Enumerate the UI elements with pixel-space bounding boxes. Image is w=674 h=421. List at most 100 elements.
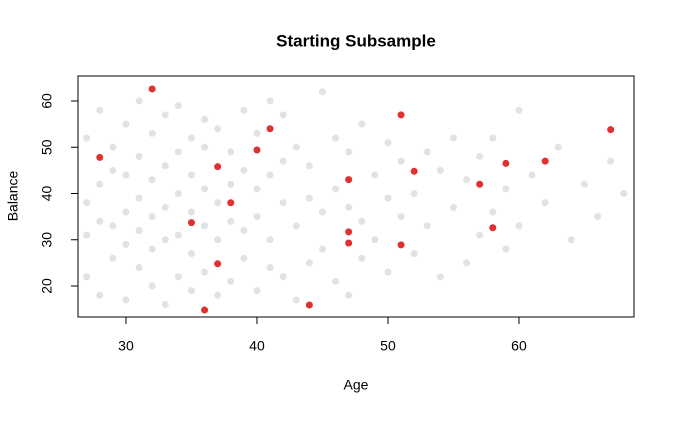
point xyxy=(148,85,156,93)
point xyxy=(240,226,248,234)
point xyxy=(201,306,209,314)
point xyxy=(476,152,484,160)
point xyxy=(214,291,222,299)
point xyxy=(305,194,313,202)
point xyxy=(489,134,497,142)
point xyxy=(227,199,235,207)
point xyxy=(253,185,261,193)
point xyxy=(83,273,91,281)
point xyxy=(489,224,497,232)
point xyxy=(515,222,523,230)
point xyxy=(476,180,484,188)
point xyxy=(187,219,195,227)
point xyxy=(201,268,209,276)
y-tick-label: 60 xyxy=(39,93,55,109)
point xyxy=(122,240,130,248)
point xyxy=(253,213,261,221)
point xyxy=(515,106,523,114)
point xyxy=(449,134,457,142)
point xyxy=(332,277,340,285)
point xyxy=(345,203,353,211)
point xyxy=(253,129,261,137)
point xyxy=(214,199,222,207)
point xyxy=(489,208,497,216)
point xyxy=(410,250,418,258)
point xyxy=(135,226,143,234)
point xyxy=(305,162,313,170)
x-axis-label: Age xyxy=(344,377,369,393)
point xyxy=(410,167,418,175)
y-tick-label: 40 xyxy=(39,185,55,201)
point xyxy=(305,259,313,267)
point xyxy=(423,222,431,230)
point xyxy=(135,264,143,272)
point xyxy=(96,106,104,114)
point xyxy=(436,166,444,174)
point xyxy=(240,166,248,174)
point xyxy=(109,143,117,151)
point xyxy=(187,250,195,258)
point xyxy=(135,152,143,160)
point xyxy=(174,231,182,239)
point xyxy=(476,231,484,239)
point xyxy=(227,180,235,188)
x-tick-label: 30 xyxy=(118,338,134,354)
point xyxy=(187,171,195,179)
point xyxy=(541,199,549,207)
point xyxy=(449,203,457,211)
point xyxy=(214,125,222,133)
point xyxy=(96,291,104,299)
point xyxy=(109,254,117,262)
point xyxy=(502,185,510,193)
point xyxy=(358,254,366,262)
point xyxy=(135,194,143,202)
point xyxy=(122,171,130,179)
point xyxy=(371,236,379,244)
point xyxy=(502,245,510,253)
point xyxy=(318,245,326,253)
point xyxy=(279,111,287,119)
point xyxy=(266,264,274,272)
point xyxy=(397,111,405,119)
point xyxy=(174,102,182,110)
point xyxy=(502,159,510,167)
point xyxy=(292,296,300,304)
point xyxy=(214,163,222,171)
point xyxy=(279,273,287,281)
point xyxy=(187,287,195,295)
point xyxy=(345,291,353,299)
point xyxy=(332,185,340,193)
point xyxy=(528,171,536,179)
point xyxy=(227,148,235,156)
point xyxy=(332,134,340,142)
point xyxy=(227,217,235,225)
point xyxy=(201,143,209,151)
point xyxy=(96,217,104,225)
point xyxy=(279,199,287,207)
point xyxy=(148,176,156,184)
point xyxy=(607,157,615,165)
x-tick-label: 60 xyxy=(511,338,527,354)
point xyxy=(122,208,130,216)
point xyxy=(384,194,392,202)
point xyxy=(109,222,117,230)
point xyxy=(83,231,91,239)
point xyxy=(161,111,169,119)
point xyxy=(318,88,326,96)
point xyxy=(253,287,261,295)
point xyxy=(266,236,274,244)
point xyxy=(122,120,130,128)
point xyxy=(292,143,300,151)
point xyxy=(305,301,313,309)
point xyxy=(397,213,405,221)
point xyxy=(358,217,366,225)
point xyxy=(397,157,405,165)
point xyxy=(161,203,169,211)
point xyxy=(279,157,287,165)
point xyxy=(214,236,222,244)
point xyxy=(240,254,248,262)
point xyxy=(148,213,156,221)
chart-title: Starting Subsample xyxy=(276,31,436,50)
point xyxy=(122,296,130,304)
y-tick-label: 50 xyxy=(39,139,55,155)
